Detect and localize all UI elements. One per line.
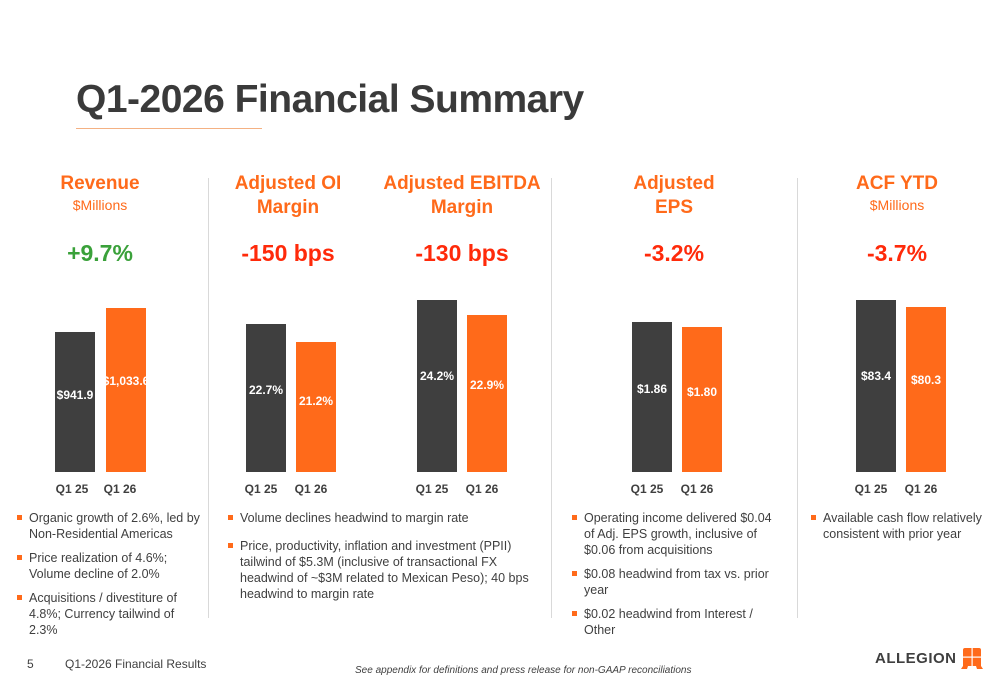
adj-ebitda-margin-bar-q1-25: 24.2% [417,299,457,472]
divider [551,178,552,618]
x-tick-label: Q1 26 [465,482,499,496]
bar-value-label: 21.2% [298,394,334,408]
allegion-mark-icon [960,648,983,669]
bullet: Volume declines headwind to margin rate [228,510,533,526]
adj-oi-margin-bar-q1-25: 22.7% [246,324,286,472]
adj-eps-header: Adjusted EPS [624,172,724,220]
bar-value-label: $80.3 [910,373,942,387]
bar-value-label: $83.4 [860,368,892,383]
x-tick-label: Q1 26 [680,482,714,496]
adj-ebitda-margin-bar-q1-26: 22.9% [467,314,507,472]
allegion-logo: ALLEGION [875,646,983,670]
acf-ytd-change: -3.7% [866,240,928,266]
bar-value-label: 22.7% [248,383,284,398]
bullet: $0.08 headwind from tax vs. prior year [572,566,777,598]
x-tick-label: Q1 25 [630,482,664,496]
metric-title: Revenue [60,173,140,194]
x-tick-label: Q1 25 [244,482,278,496]
bullet: Acquisitions / divestiture of 4.8%; Curr… [17,590,202,638]
x-tick-label: Q1 25 [854,482,888,496]
metric-title: ACF YTD [856,173,938,194]
x-tick-label: Q1 26 [103,482,137,496]
bullet: Price, productivity, inflation and inves… [228,538,533,602]
revenue-bar-q1-25: $941.9 [55,332,95,472]
acf-ytd-header: ACF YTD $Millions [847,172,947,214]
adj-ebitda-margin-change: -130 bps [415,240,509,266]
revenue-header: Revenue $Millions [40,172,160,214]
revenue-bullets: Organic growth of 2.6%, led by Non-Resid… [17,510,202,646]
metric-title: Adjusted OI Margin [234,173,342,218]
bar-value-label: $1,033.6 [102,373,150,388]
logo-text: ALLEGION [875,649,957,667]
bullet: Organic growth of 2.6%, led by Non-Resid… [17,510,202,542]
x-tick-label: Q1 25 [55,482,89,496]
bar-value-label: $1.80 [686,384,718,399]
footnote: See appendix for definitions and press r… [355,665,692,676]
adj-oi-margin-header: Adjusted OI Margin [228,172,348,220]
divider [797,178,798,618]
bar-value-label: 24.2% [419,368,455,383]
adj-eps-bar-q1-25: $1.86 [632,322,672,472]
metric-unit: $Millions [72,197,128,213]
adj-oi-margin-bar-q1-26: 21.2% [296,342,336,472]
margin-bullets: Volume declines headwind to margin rate … [228,510,533,610]
bar-value-label: $1.86 [636,382,668,396]
bullet: Price realization of 4.6%; Volume declin… [17,550,202,582]
bullet: $0.02 headwind from Interest / Other [572,606,777,638]
page-number: 5 [27,657,34,671]
acf-bullets: Available cash flow relatively consisten… [811,510,986,550]
eps-bullets: Operating income delivered $0.04 of Adj.… [572,510,777,646]
adj-eps-change: -3.2% [643,240,705,266]
x-tick-label: Q1 26 [904,482,938,496]
title-underline [76,128,262,129]
metric-unit: $Millions [869,197,925,213]
metric-title: Adjusted EBITDA Margin [383,173,541,218]
x-tick-label: Q1 25 [415,482,449,496]
acf-ytd-bar-q1-26: $80.3 [906,307,946,472]
adj-ebitda-margin-header: Adjusted EBITDA Margin [382,172,542,220]
revenue-bar-q1-26: $1,033.6 [103,308,149,472]
adj-eps-bar-q1-26: $1.80 [682,326,722,472]
divider [208,178,209,618]
adj-oi-margin-change: -150 bps [241,240,335,266]
bullet: Operating income delivered $0.04 of Adj.… [572,510,777,558]
x-tick-label: Q1 26 [294,482,328,496]
metric-title: Adjusted EPS [633,173,715,218]
footer-title: Q1-2026 Financial Results [65,657,207,671]
bar-value-label: $941.9 [56,388,94,402]
bullet: Available cash flow relatively consisten… [811,510,986,542]
acf-ytd-bar-q1-25: $83.4 [856,300,896,472]
revenue-change: +9.7% [67,240,133,266]
page-title: Q1-2026 Financial Summary [76,78,584,121]
bar-value-label: 22.9% [469,377,505,392]
